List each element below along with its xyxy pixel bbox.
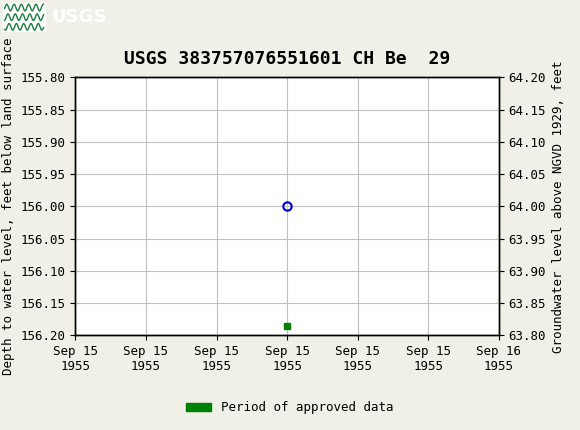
Text: USGS: USGS: [51, 8, 106, 26]
Title: USGS 383757076551601 CH Be  29: USGS 383757076551601 CH Be 29: [124, 49, 450, 68]
Bar: [3, 3, 46, 32]
Y-axis label: Depth to water level, feet below land surface: Depth to water level, feet below land su…: [2, 38, 15, 375]
Legend: Period of approved data: Period of approved data: [181, 396, 399, 419]
Y-axis label: Groundwater level above NGVD 1929, feet: Groundwater level above NGVD 1929, feet: [552, 60, 564, 353]
